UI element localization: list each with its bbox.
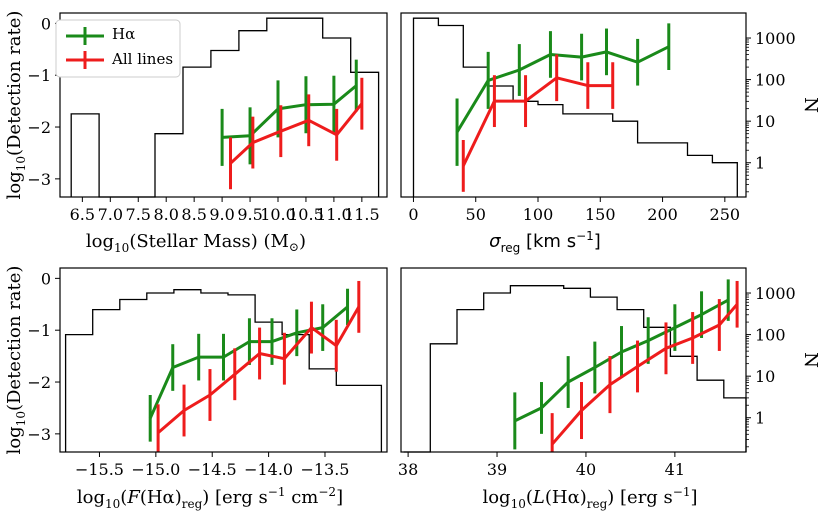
x-tick-label: −15.5 (75, 460, 124, 479)
y-axis-label-bottom-left: log10(Detection rate) (4, 266, 28, 455)
y-tick-label: −1 (27, 66, 51, 85)
legend-box (55, 19, 181, 78)
y-axis-label-top-left: log10(Detection rate) (4, 11, 28, 200)
x-tick-label: 0 (408, 205, 418, 224)
x-tick-label: 11.5 (344, 205, 380, 224)
series-line-all-lines (229, 102, 363, 165)
y-tick-label: −2 (27, 118, 51, 137)
series-top-right (455, 23, 671, 192)
x-tick-label: 8.0 (153, 205, 178, 224)
x-tick-label: 40 (576, 460, 596, 479)
x-tick-label: 200 (647, 205, 678, 224)
n-tick-label: 10 (755, 112, 775, 131)
legend: Hα All lines (55, 19, 181, 78)
x-axis-label-top-left: log10(Stellar Mass) (M⊙) (86, 231, 306, 255)
x-axis-label-top-right: σreg [km s−1] (489, 229, 601, 255)
series-line-halpha (222, 84, 358, 139)
x-tick-label: 7.0 (98, 205, 123, 224)
y-tick-label: −1 (27, 321, 51, 340)
x-tick-label: 39 (487, 460, 507, 479)
x-tick-label: 9.0 (209, 205, 234, 224)
histogram-outline (412, 17, 738, 197)
series-top-left (220, 59, 364, 190)
n-tick-label: 1 (755, 409, 765, 428)
legend-swatch-halpha (66, 27, 104, 45)
y-tick-label: −3 (27, 170, 51, 189)
n-axis-label-top-right: N (800, 97, 821, 113)
axes-top-right: 0 50 100 150 200 250 1000 100 10 1 (400, 12, 796, 224)
n-tick-label: 1 (755, 154, 765, 173)
x-axis-label-bottom-left: log10(F(Hα)reg) [erg s−1 cm−2] (77, 485, 343, 511)
x-tick-label: −14.0 (244, 460, 293, 479)
series-bottom-right (513, 279, 739, 452)
series-line-all-lines (551, 303, 739, 446)
x-tick-label: 10.5 (288, 205, 324, 224)
n-axis-label-bottom-right: N (800, 352, 821, 368)
panel-bottom-right: 38 39 40 41 1000 100 10 1 log10(L(Hα)reg) [erg … (398, 267, 821, 511)
plot-frame (59, 267, 388, 453)
n-tick-label: 1000 (755, 29, 796, 48)
x-tick-label: −13.5 (300, 460, 349, 479)
axes-bottom-right: 38 39 40 41 1000 100 10 1 (398, 267, 796, 479)
x-tick-label: 8.5 (181, 205, 206, 224)
y-tick-label: 0 (41, 269, 51, 288)
plot-frame (400, 12, 747, 198)
x-tick-label: 6.5 (70, 205, 95, 224)
x-tick-label: 41 (665, 460, 685, 479)
plot-frame (400, 267, 747, 453)
n-tick-label: 10 (755, 367, 775, 386)
y-tick-label: −3 (27, 425, 51, 444)
x-tick-label: 38 (398, 460, 418, 479)
x-tick-label: 250 (710, 205, 741, 224)
n-tick-label: 100 (755, 71, 786, 90)
panel-bottom-left: −15.5 −15.0 −14.5 −14.0 −13.5 0 −1 −2 −3 log10(F… (4, 266, 388, 511)
series-line-all-lines (461, 76, 613, 167)
n-tick-label: 100 (755, 326, 786, 345)
histogram-outline (403, 285, 747, 453)
x-tick-label: 50 (466, 205, 486, 224)
x-tick-label: 100 (523, 205, 554, 224)
x-axis-label-bottom-right: log10(L(Hα)reg) [erg s−1] (482, 485, 697, 511)
legend-label-all-lines: All lines (111, 50, 173, 68)
x-tick-label: 11.0 (316, 205, 352, 224)
x-tick-label: 10.0 (260, 205, 296, 224)
legend-swatch-all-lines (66, 51, 104, 69)
legend-label-halpha: Hα (112, 25, 135, 43)
plot-frame (59, 12, 388, 198)
series-bottom-left (148, 280, 361, 452)
panel-top-left: 6.5 7.0 7.5 8.0 8.5 9.0 9.510.010.511.011.5 0 −1… (4, 11, 388, 255)
x-tick-label: 9.5 (237, 205, 262, 224)
n-tick-label: 1000 (755, 284, 796, 303)
histogram-top-right (412, 17, 738, 197)
y-tick-label: 0 (41, 14, 51, 33)
axes-top-left: 6.5 7.0 7.5 8.0 8.5 9.0 9.510.010.511.011.5 0 −1… (27, 12, 388, 224)
x-tick-label: 7.5 (126, 205, 151, 224)
x-tick-label: −14.5 (188, 460, 237, 479)
y-tick-label: −2 (27, 373, 51, 392)
axes-bottom-left: −15.5 −15.0 −14.5 −14.0 −13.5 0 −1 −2 −3 (27, 267, 388, 479)
x-tick-label: −15.0 (131, 460, 180, 479)
histogram-bottom-right (403, 285, 747, 453)
x-tick-label: 150 (585, 205, 616, 224)
